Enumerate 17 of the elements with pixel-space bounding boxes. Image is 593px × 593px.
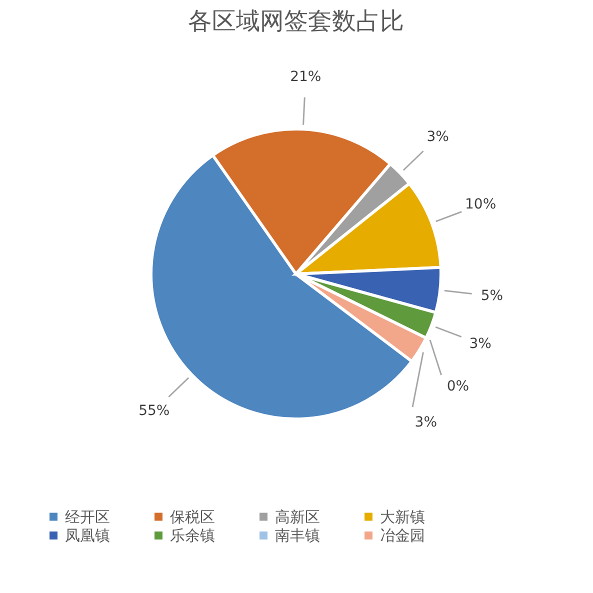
legend-label: 凤凰镇: [65, 526, 110, 544]
text: 0%: [446, 378, 470, 395]
data-label: 55%: [138, 402, 170, 419]
data-label: 3%: [414, 414, 438, 430]
legend-label: 冶金园: [380, 526, 425, 544]
data-label: 3%: [469, 336, 492, 352]
data-label: 10%: [465, 196, 496, 213]
legend-label: 经开区: [65, 508, 110, 526]
data-label: 5%: [480, 288, 504, 304]
legend-label: 保税区: [170, 508, 215, 526]
data-label: 21%: [290, 69, 322, 86]
legend-label: 乐余镇: [170, 526, 215, 544]
legend-label: 高新区: [275, 508, 320, 526]
chart-title: 各区域网签套数占比: [188, 7, 404, 35]
legend-label: 南丰镇: [275, 526, 320, 544]
data-label: 3%: [426, 129, 449, 146]
legend-label: 大新镇: [380, 508, 425, 526]
